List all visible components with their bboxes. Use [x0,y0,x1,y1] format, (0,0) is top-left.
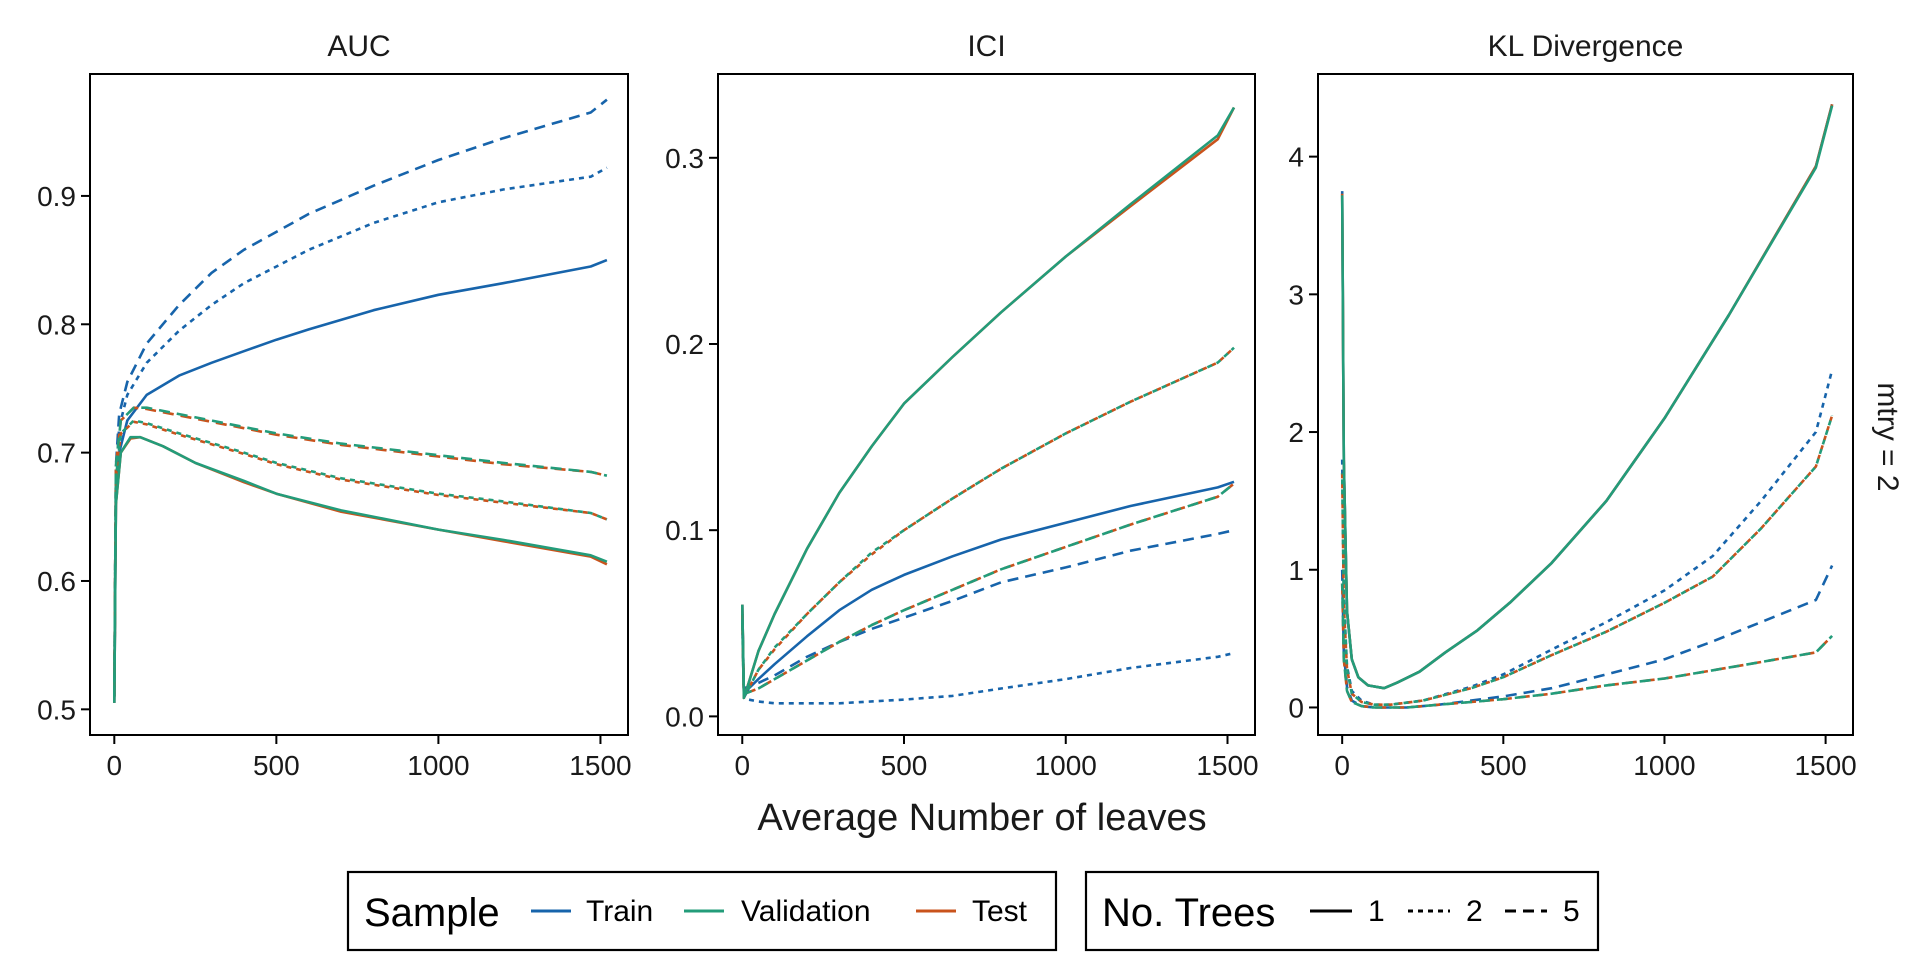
y-tick-label: 3 [1288,279,1304,310]
facet-strip-label: mtry = 2 [1871,382,1904,491]
x-tick-label: 0 [734,750,750,781]
series-line-train-trees-1 [741,480,1235,700]
series-line-validation-trees-1 [113,435,608,703]
x-tick-label: 1500 [1196,750,1258,781]
x-tick-label: 1000 [1633,750,1695,781]
y-tick-label: 0.7 [37,438,76,469]
y-tick-label: 0.3 [665,143,704,174]
legend-label-trees-5: 5 [1563,895,1580,928]
y-tick-label: 0.5 [37,694,76,725]
panel-frame [89,73,629,736]
sample-legend-frame [346,870,1058,952]
series-line-test-trees-5 [113,406,608,697]
y-tick-label: 2 [1288,417,1304,448]
series-line-validation-trees-5 [1340,583,1834,709]
series-line-train-trees-5 [113,98,608,697]
legend-label-test: Test [972,895,1028,928]
panel-title: KL Divergence [1488,30,1684,63]
panel-1: ICI 0.0 0.1 0.2 0.3 0 500 1000 1500 [665,30,1259,781]
series-line-train-trees-2 [1340,369,1834,706]
series-line-validation-trees-5 [113,406,608,697]
panel-frame [717,73,1256,736]
series-line-test-trees-1 [741,106,1236,700]
series-line-test-trees-1 [113,435,608,703]
x-tick-label: 1000 [407,750,469,781]
series-line-validation-trees-1 [1340,105,1834,690]
sample-legend-title: Sample [364,891,500,935]
series-line-train-trees-2 [113,166,608,697]
sample-legend: Sample Train Validation Test [346,870,1058,952]
panel-0: AUC 0.5 0.6 0.7 0.8 0.9 0 500 1000 1500 [37,30,632,781]
series-line-test-trees-1 [1340,103,1834,690]
series-line-train-trees-1 [1340,103,1834,690]
x-tick-label: 0 [107,750,123,781]
legend-label-train: Train [586,895,653,928]
y-tick-label: 0.1 [665,515,704,546]
legend-label-trees-1: 1 [1368,895,1385,928]
x-tick-label: 500 [1480,750,1527,781]
panel-2: KL Divergence 0 1 2 3 4 0 500 1000 1500 [1288,30,1856,781]
x-tick-label: 500 [253,750,300,781]
x-tick-label: 0 [1334,750,1350,781]
y-tick-label: 0.8 [37,309,76,340]
trees-legend-frame [1084,870,1600,952]
series-line-validation-trees-1 [741,106,1236,700]
panel-title: ICI [967,30,1005,63]
x-tick-label: 1000 [1035,750,1097,781]
trees-legend: No. Trees 1 2 5 [1084,870,1600,952]
y-tick-label: 4 [1288,142,1304,173]
legend-label-validation: Validation [741,895,871,928]
panel-title: AUC [327,30,390,63]
legend-label-trees-2: 2 [1466,895,1483,928]
y-tick-label: 0.0 [665,701,704,732]
y-tick-label: 0 [1288,692,1304,723]
series-line-validation-trees-5 [741,482,1235,696]
y-tick-label: 0.6 [37,566,76,597]
series-line-train-trees-5 [1340,565,1834,709]
y-tick-label: 0.2 [665,329,704,360]
y-tick-label: 0.9 [37,181,76,212]
series-line-test-trees-2 [113,420,608,697]
x-tick-label: 1500 [1794,750,1856,781]
series-line-train-trees-2 [741,623,1235,705]
x-tick-label: 1500 [569,750,631,781]
trees-legend-title: No. Trees [1102,891,1275,935]
series-line-test-trees-2 [1340,415,1834,706]
x-axis-label: Average Number of leaves [757,797,1206,839]
y-tick-label: 1 [1288,555,1304,586]
series-line-test-trees-2 [741,346,1235,696]
x-tick-label: 500 [881,750,928,781]
legend: Sample Train Validation Test No. Trees 1 2 5 [346,870,1600,952]
series-line-validation-trees-2 [113,419,608,697]
series-line-validation-trees-2 [741,346,1235,696]
panel-frame [1317,73,1854,736]
series-line-train-trees-1 [113,258,608,703]
